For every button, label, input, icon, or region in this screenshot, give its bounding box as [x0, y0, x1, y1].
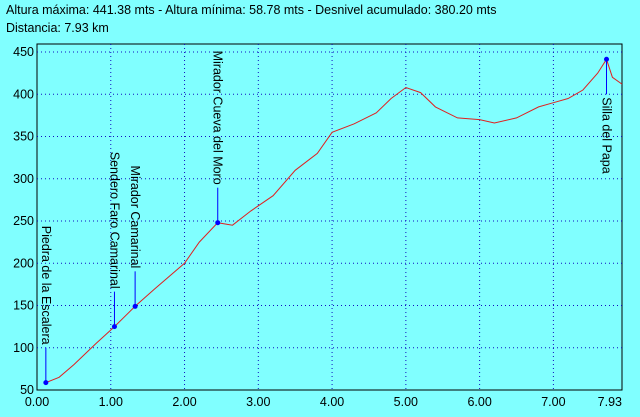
waypoint-label: Mirador Cueva del Moro: [211, 51, 225, 185]
waypoint-dot: [43, 380, 49, 386]
waypoint-label: Sendero Faro Camarinal: [107, 152, 121, 289]
x-tick-label: 4.00: [320, 395, 344, 409]
x-tick-label: 7.00: [541, 395, 565, 409]
y-tick-label: 100: [13, 341, 34, 355]
waypoint-label: Mirador Camarinal: [128, 166, 142, 269]
x-tick-label: 3.00: [246, 395, 270, 409]
y-tick-label: 350: [13, 130, 34, 144]
y-tick-label: 400: [13, 87, 34, 101]
waypoint-dot: [604, 56, 610, 62]
x-tick-label: 5.00: [394, 395, 418, 409]
y-tick-label: 150: [13, 299, 34, 313]
x-tick-label: 6.00: [467, 395, 491, 409]
elevation-line: [45, 58, 623, 384]
x-tick-label: 2.00: [172, 395, 196, 409]
y-tick-label: 300: [13, 172, 34, 186]
y-tick-label: 200: [13, 256, 34, 270]
y-tick-label: 450: [13, 45, 34, 59]
x-tick-label: 7.93: [598, 395, 622, 409]
y-tick-label: 50: [20, 383, 34, 397]
y-tick-label: 250: [13, 214, 34, 228]
waypoint-dot: [111, 324, 117, 330]
waypoint-dot: [132, 303, 138, 309]
header-line: Altura máxima: 441.38 mts - Altura mínim…: [6, 3, 497, 17]
header-line: Distancia: 7.93 km: [6, 21, 109, 35]
plot-frame: [36, 43, 623, 391]
waypoint-dot: [215, 220, 221, 226]
x-tick-label: 1.00: [99, 395, 123, 409]
x-tick-label: 0.00: [25, 395, 49, 409]
waypoint-label: Silla del Papa: [600, 97, 614, 173]
waypoint-label: Piedra de la Escalera: [39, 226, 53, 345]
